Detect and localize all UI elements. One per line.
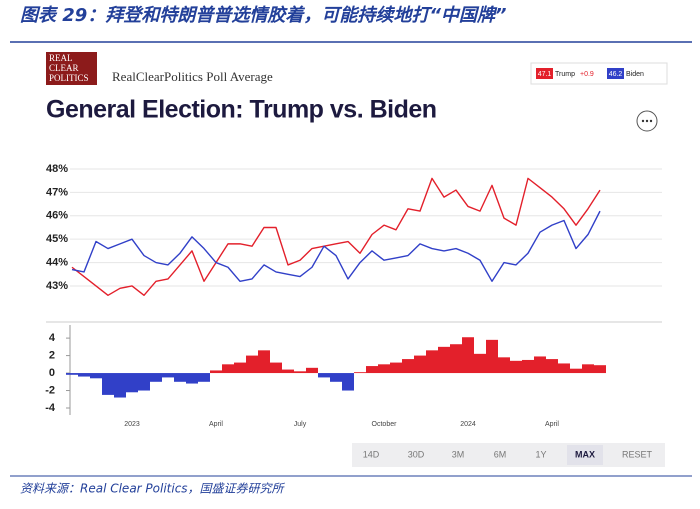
bar (378, 364, 390, 374)
series-line (71, 210, 601, 282)
bar (414, 355, 426, 374)
y-tick-label: 44% (46, 256, 68, 268)
bar (126, 373, 138, 393)
legend-name: Trump (555, 71, 575, 78)
legend-box (530, 62, 668, 85)
bar (498, 357, 510, 374)
legend-value: 46.2 (609, 71, 623, 78)
widget-label: RealClearPolitics Poll Average (112, 69, 273, 84)
logo-text: REAL (49, 53, 73, 63)
button-bar (352, 443, 665, 467)
menu-dot (641, 119, 645, 123)
range-button[interactable]: 30D (408, 449, 425, 459)
legend-change: +0.9 (580, 71, 594, 78)
bar (438, 346, 450, 374)
bar (150, 373, 162, 382)
header-title: 图表 29：拜登和特朗普普选情胶着，可能持续地打“中国牌” (20, 5, 507, 26)
bar (330, 373, 342, 382)
y-tick-label: -4 (45, 402, 56, 414)
bar (198, 373, 210, 382)
y-tick-label: 2 (49, 349, 55, 361)
bar (558, 363, 570, 374)
x-tick-label: April (209, 421, 223, 428)
legend-swatch (607, 68, 624, 79)
range-button[interactable]: RESET (622, 449, 653, 459)
range-button[interactable]: 6M (494, 449, 507, 459)
logo-text: POLITICS (49, 73, 89, 83)
y-tick-label: 4 (49, 332, 56, 344)
bar (222, 364, 234, 374)
bar (342, 373, 354, 391)
bar (258, 350, 270, 374)
bar (90, 373, 102, 379)
bar (402, 359, 414, 374)
x-tick-label: April (545, 421, 559, 428)
y-tick-label: 43% (46, 280, 68, 292)
bar (510, 360, 522, 374)
bar (186, 373, 198, 384)
bar (582, 364, 594, 374)
button-selected-bg (567, 445, 603, 465)
series-line (71, 177, 601, 297)
bar (462, 337, 474, 374)
chart-title: General Election: Trump vs. Biden (46, 96, 437, 124)
bar (450, 344, 462, 374)
bar (282, 369, 294, 374)
bar (270, 362, 282, 374)
legend-name: Biden (626, 71, 644, 78)
range-button[interactable]: 1Y (535, 449, 546, 459)
range-button[interactable]: MAX (575, 449, 595, 459)
menu-dot (645, 119, 649, 123)
range-button[interactable]: 3M (452, 449, 465, 459)
bar (318, 373, 330, 378)
bar (546, 359, 558, 374)
x-tick-label: 2024 (460, 421, 476, 428)
bar (174, 373, 186, 382)
bar (390, 362, 402, 374)
bar (102, 373, 114, 395)
x-tick-label: July (294, 421, 307, 428)
bar (522, 359, 534, 374)
y-tick-label: -2 (45, 384, 55, 396)
bar (534, 356, 546, 374)
bar (474, 353, 486, 374)
bar (234, 362, 246, 374)
x-tick-label: October (372, 421, 398, 428)
y-tick-label: 48% (46, 163, 68, 175)
bar (162, 373, 174, 378)
bar (78, 373, 90, 377)
range-button[interactable]: 14D (363, 449, 380, 459)
bar (294, 371, 306, 374)
bar (570, 368, 582, 374)
bar (138, 373, 150, 391)
bar (246, 355, 258, 374)
menu-dot (649, 119, 653, 123)
bar (354, 372, 366, 374)
legend-swatch (536, 68, 553, 79)
bar (486, 339, 498, 374)
y-tick-label: 46% (46, 210, 68, 222)
logo-box (46, 52, 97, 85)
y-tick-label: 0 (49, 367, 55, 379)
bar (306, 367, 318, 374)
bar (114, 373, 126, 398)
bar (66, 373, 78, 375)
y-tick-label: 47% (46, 186, 68, 198)
logo-text: CLEAR (49, 63, 79, 73)
x-tick-label: 2023 (124, 421, 140, 428)
bar (210, 370, 222, 374)
legend-value: 47.1 (538, 71, 552, 78)
source-note: 资料来源：Real Clear Politics，国盛证券研究所 (20, 482, 286, 496)
bar (594, 365, 606, 374)
y-tick-label: 45% (46, 233, 68, 245)
bar (426, 350, 438, 374)
bar (366, 366, 378, 374)
